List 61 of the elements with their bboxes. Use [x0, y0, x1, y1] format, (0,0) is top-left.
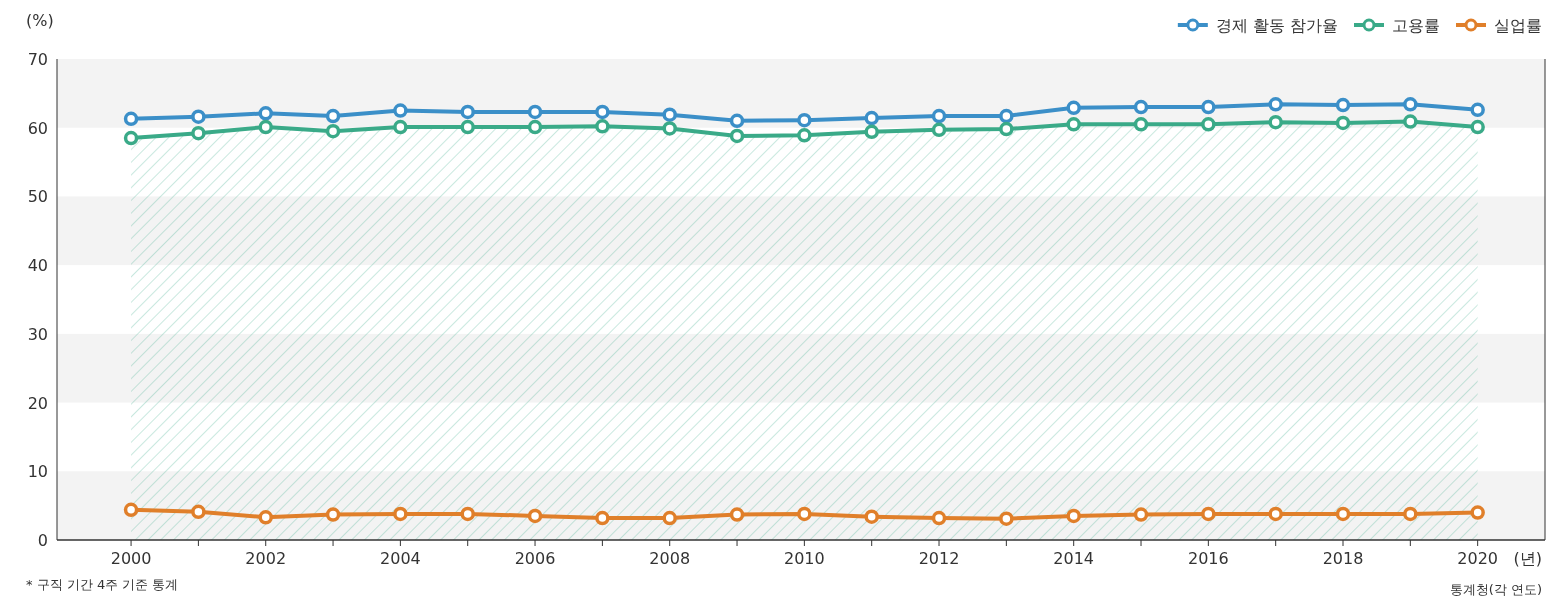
point — [1335, 506, 1351, 522]
x-tick-label: 2008 — [649, 549, 691, 568]
x-tick-label: 2016 — [1187, 549, 1229, 568]
y-tick-label: 20 — [27, 393, 48, 413]
point — [1268, 506, 1283, 522]
point — [527, 508, 543, 524]
point — [123, 502, 139, 518]
point — [1470, 505, 1485, 520]
y-tick-label: 60 — [27, 118, 48, 138]
x-tick-label: 2002 — [245, 549, 287, 568]
point — [191, 504, 206, 520]
y-tick-label: 40 — [27, 256, 48, 276]
point — [1403, 97, 1418, 112]
point — [460, 104, 475, 120]
y-tick-label: 0 — [37, 531, 48, 550]
x-axis-title: (년) — [1513, 549, 1542, 568]
y-tick-label: 10 — [27, 462, 48, 482]
legend-label: 실업률 — [1494, 16, 1542, 35]
point — [1335, 97, 1351, 113]
x-tick-label: 2020 — [1457, 549, 1499, 568]
legend-label: 경제 활동 참가율 — [1215, 16, 1338, 35]
x-tick-label: 2006 — [514, 549, 556, 568]
point — [393, 103, 408, 118]
point — [1133, 99, 1149, 115]
point — [662, 107, 677, 122]
point — [1470, 102, 1485, 118]
point — [1201, 506, 1216, 522]
text: 통계청(각 연도) — [1449, 582, 1542, 597]
point — [1403, 506, 1418, 522]
y-axis-title: (%) — [26, 11, 54, 30]
text: * 구직 기간 4주 기준 통계 — [26, 577, 179, 592]
y-tick-label: 30 — [27, 324, 48, 344]
x-tick-label: 2000 — [110, 549, 152, 568]
y-tick-label: 70 — [27, 50, 48, 69]
point — [460, 506, 475, 522]
x-tick-label: 2010 — [784, 549, 825, 568]
point — [1133, 507, 1149, 522]
legend-label: 고용률 — [1392, 16, 1440, 35]
y-tick-label: 50 — [27, 187, 48, 207]
point — [999, 511, 1014, 526]
x-tick-label: 2018 — [1322, 549, 1364, 568]
point — [595, 510, 610, 526]
point — [662, 510, 677, 526]
point — [1268, 97, 1283, 112]
point — [1066, 508, 1081, 524]
point — [325, 507, 341, 522]
point — [527, 104, 543, 120]
x-tick-label: 2014 — [1053, 549, 1095, 568]
point — [258, 106, 273, 121]
point — [393, 506, 408, 522]
point — [864, 509, 879, 524]
point — [258, 510, 273, 525]
point — [595, 104, 610, 120]
point — [797, 506, 812, 522]
point — [931, 510, 947, 526]
point — [729, 507, 745, 522]
point — [1201, 99, 1216, 115]
x-tick-label: 2004 — [380, 549, 421, 568]
point — [1066, 100, 1081, 116]
x-tick-label: 2012 — [918, 549, 960, 568]
point — [123, 111, 139, 127]
